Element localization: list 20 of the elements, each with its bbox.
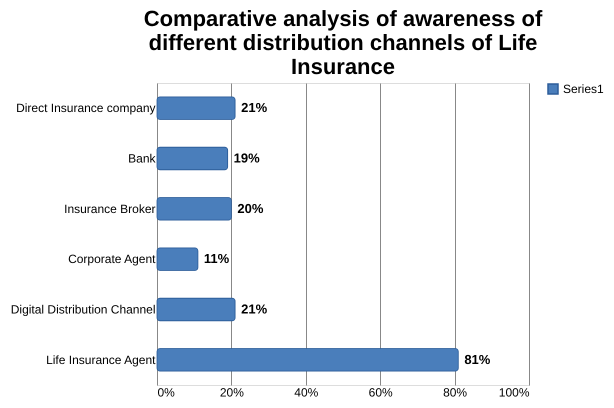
data-label: 19% xyxy=(234,150,260,166)
y-tick-label: Direct Insurance company xyxy=(16,101,156,116)
data-label: 20% xyxy=(237,200,264,216)
chart-title: Comparative analysis of awareness of different distribution channels of Life Insurance xyxy=(144,6,543,79)
data-label: 21% xyxy=(241,100,268,116)
y-tick-label: Life Insurance Agent xyxy=(46,352,156,367)
y-tick-label: Bank xyxy=(128,152,156,166)
y-tick-label: Corporate Agent xyxy=(68,252,156,266)
data-label: 11% xyxy=(204,251,230,266)
x-tick-label: 60% xyxy=(368,386,394,400)
x-tick-label: 20% xyxy=(220,386,244,400)
legend-label: Series1 xyxy=(563,82,604,96)
x-tick-label: 0% xyxy=(158,386,176,400)
x-tick-label: 40% xyxy=(294,386,319,400)
data-label: 21% xyxy=(241,302,268,316)
x-tick-label: 80% xyxy=(443,386,468,400)
data-label: 81% xyxy=(464,352,491,367)
y-tick-label: Digital Distribution Channel xyxy=(10,302,156,316)
x-tick-label: 100% xyxy=(498,386,530,400)
y-tick-label: Insurance Broker xyxy=(64,202,156,216)
